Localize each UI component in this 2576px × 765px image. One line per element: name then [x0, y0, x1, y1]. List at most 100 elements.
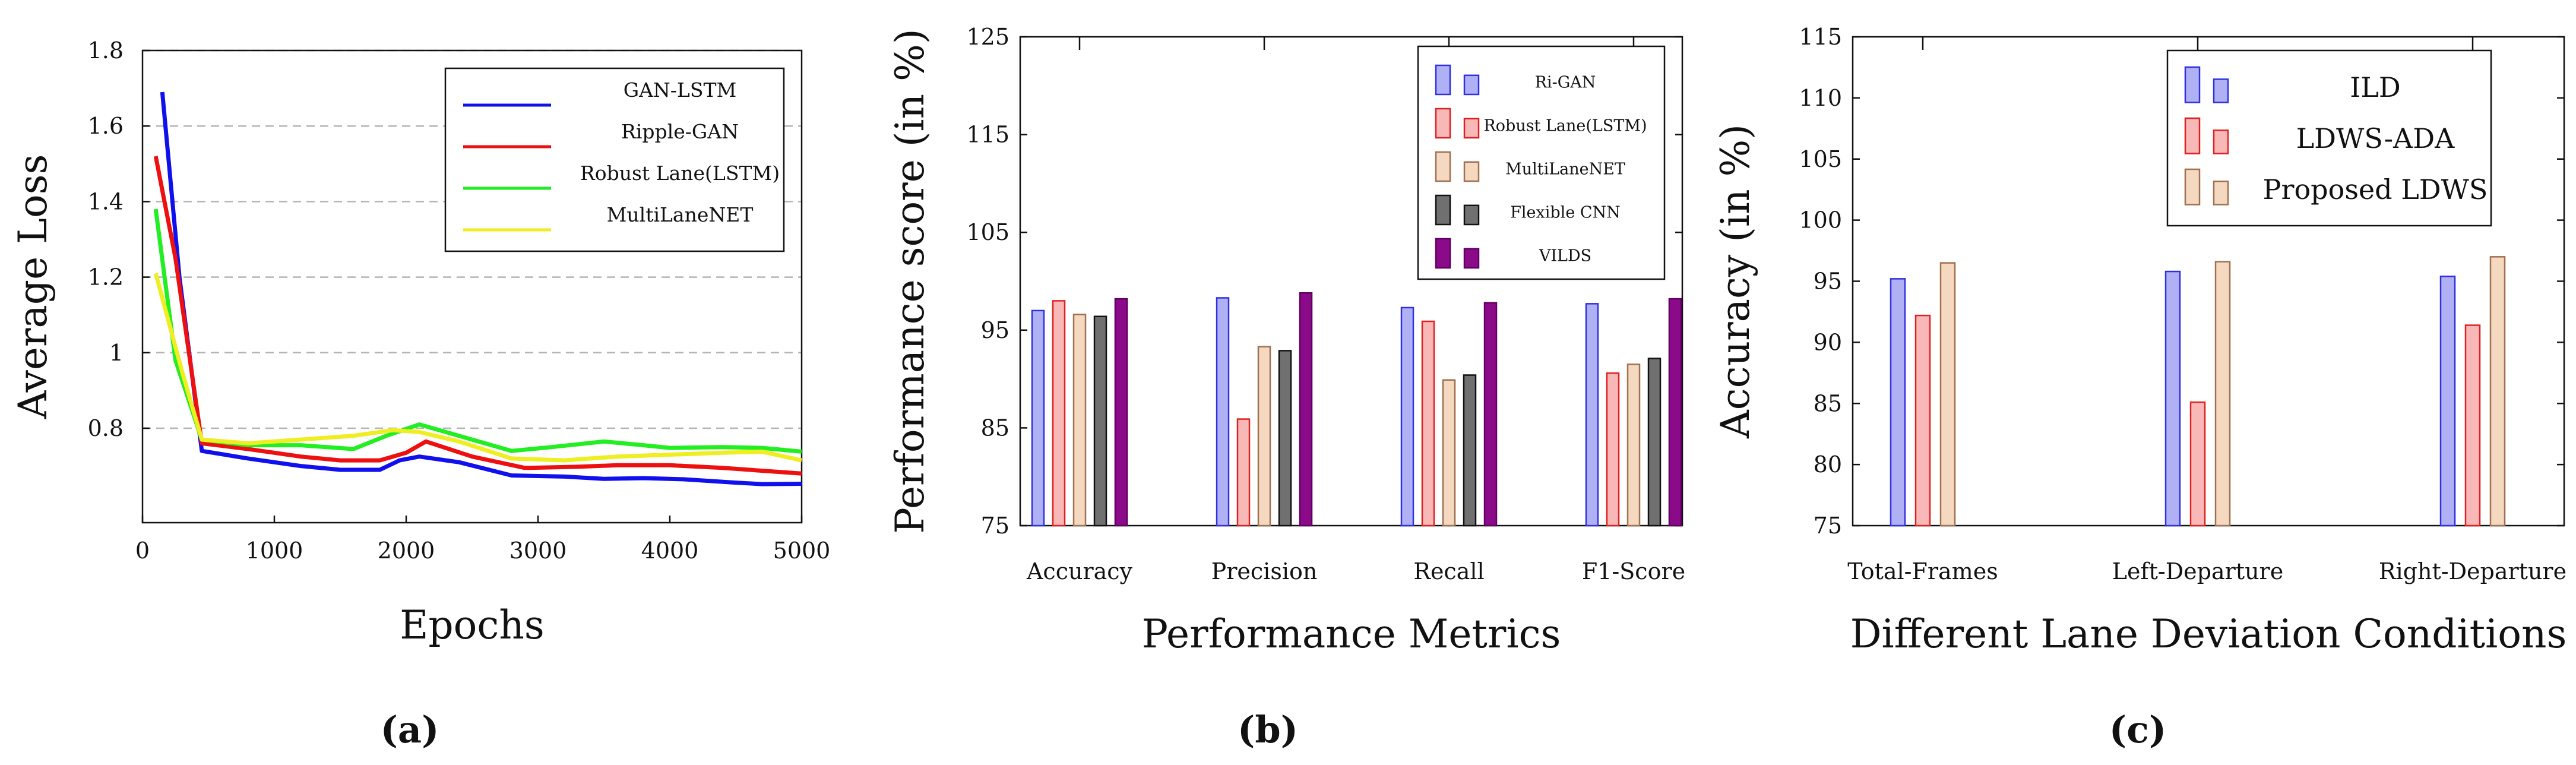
legend-swatch-b — [1435, 64, 1451, 96]
x-axis-label-a: Epochs — [400, 602, 545, 648]
legend-swatch-small-b — [1463, 248, 1480, 269]
legend-label-b: VILDS — [1539, 246, 1591, 265]
x-axis-label-c: Different Lane Deviation Conditions — [1850, 611, 2567, 657]
bar-b — [1299, 292, 1313, 527]
y-tick-label-c: 105 — [1799, 146, 1842, 172]
x-tick-label-b: Recall — [1413, 558, 1484, 584]
y-tick-label-c: 100 — [1799, 207, 1842, 233]
legend-swatch-small-c — [2213, 129, 2229, 154]
plot-frame-b — [1019, 36, 1683, 527]
y-tick-label-c: 75 — [1814, 513, 1842, 539]
legend-label-b: Flexible CNN — [1510, 203, 1621, 222]
legend-label-a: Ripple-GAN — [621, 120, 739, 143]
y-axis-label-b: Performance score (in %) — [887, 29, 933, 533]
legend-swatch-small-b — [1463, 204, 1480, 226]
y-tick-label-a: 1.2 — [88, 264, 124, 290]
bar-b — [1236, 418, 1251, 527]
legend-label-a: MultiLaneNET — [607, 203, 754, 226]
subcaption-a: (a) — [381, 708, 439, 751]
bar-c — [1939, 262, 1956, 527]
bar-b — [1072, 314, 1087, 527]
x-axis-label-b: Performance Metrics — [1142, 611, 1561, 657]
y-tick-label-c: 95 — [1814, 268, 1842, 295]
legend-label-b: Ri-GAN — [1535, 73, 1596, 91]
x-tick-label-b: Precision — [1211, 558, 1318, 584]
bar-b — [1257, 346, 1271, 527]
legend-swatch-small-b — [1463, 161, 1480, 182]
bar-c — [2439, 276, 2456, 527]
legend-label-c: ILD — [2350, 71, 2401, 103]
bar-b — [1400, 306, 1414, 527]
legend-swatch-c — [2184, 117, 2201, 154]
bar-b — [1114, 298, 1128, 527]
bar-b — [1278, 350, 1292, 527]
y-tick-label-a: 1.8 — [88, 37, 124, 64]
x-tick-label-b: F1-Score — [1582, 558, 1685, 584]
legend-swatch-small-b — [1463, 118, 1480, 139]
legend-label-a: Robust Lane(LSTM) — [580, 162, 780, 185]
bar-c — [2189, 401, 2206, 527]
y-tick-label-b: 85 — [981, 415, 1009, 441]
legend-label-c: LDWS-ADA — [2296, 122, 2455, 154]
bar-b — [1647, 358, 1662, 527]
x-tick-label-c: Left-Departure — [2112, 558, 2283, 584]
y-axis-label-c: Accuracy (in %) — [1713, 124, 1758, 439]
x-tick-label-b: Accuracy — [1026, 558, 1133, 584]
x-tick-label-c: Total-Frames — [1847, 558, 1998, 584]
bar-b — [1031, 309, 1045, 527]
legend-swatch-b — [1435, 108, 1451, 139]
bar-c — [2489, 256, 2506, 527]
legend-a — [444, 67, 785, 252]
x-tick-label-a: 5000 — [773, 538, 831, 564]
legend-swatch-small-c — [2213, 78, 2229, 103]
x-tick-label-c: Right-Departure — [2379, 558, 2566, 584]
bar-b — [1606, 372, 1620, 527]
bar-b — [1585, 303, 1599, 527]
bar-b — [1668, 298, 1682, 527]
y-tick-label-b: 125 — [966, 24, 1009, 50]
legend-swatch-c — [2184, 168, 2201, 206]
x-tick-label-a: 0 — [135, 538, 150, 564]
legend-swatch-b — [1435, 151, 1451, 182]
bar-chart-b: 75 85 95 105 115 125 Accuracy Precision Recall F1… — [887, 24, 1685, 751]
bar-b — [1463, 374, 1477, 527]
legend-swatch-small-c — [2213, 181, 2229, 206]
bar-b — [1052, 300, 1066, 527]
y-tick-label-a: 1.4 — [88, 188, 124, 214]
y-tick-label-b: 95 — [981, 317, 1009, 343]
y-tick-label-c: 90 — [1814, 329, 1842, 355]
legend-swatch-b — [1435, 194, 1451, 226]
bar-b — [1442, 379, 1456, 527]
x-tick-label-a: 3000 — [509, 538, 567, 564]
series-line-ripple-gan — [153, 156, 802, 476]
bar-b — [1626, 363, 1641, 527]
series-line-gan-lstm — [160, 91, 802, 486]
series-line-multilanenet — [153, 273, 802, 463]
legend-label-c: Proposed LDWS — [2263, 173, 2488, 206]
y-tick-label-c: 110 — [1799, 85, 1842, 111]
x-tick-label-a: 4000 — [641, 538, 699, 564]
plot-frame-a — [141, 49, 803, 524]
legend-swatch-small-b — [1463, 74, 1480, 96]
bar-b — [1216, 297, 1230, 527]
bar-chart-c: 75 80 85 90 95 100 105 110 115 Total-Frames Left-D… — [1713, 24, 2566, 751]
legend-swatch-b — [1435, 238, 1451, 269]
y-tick-label-c: 85 — [1814, 390, 1842, 416]
bar-c — [2214, 261, 2231, 527]
subcaption-b: (b) — [1238, 708, 1298, 751]
y-tick-label-a: 1 — [109, 340, 124, 366]
legend-label-a: GAN-LSTM — [624, 78, 737, 102]
y-tick-label-b: 75 — [981, 513, 1009, 539]
y-axis-label-a: Average Loss — [10, 154, 56, 420]
y-tick-label-c: 80 — [1814, 451, 1842, 478]
x-tick-label-a: 2000 — [378, 538, 435, 564]
bar-b — [1421, 320, 1435, 527]
bar-b — [1483, 302, 1498, 527]
legend-label-b: MultiLaneNET — [1505, 160, 1625, 178]
legend-label-b: Robust Lane(LSTM) — [1483, 116, 1647, 135]
y-tick-label-b: 105 — [966, 219, 1009, 245]
y-tick-label-b: 115 — [966, 122, 1009, 148]
bar-c — [2464, 324, 2481, 527]
y-tick-label-a: 1.6 — [88, 113, 124, 139]
legend-b — [1417, 45, 1666, 280]
